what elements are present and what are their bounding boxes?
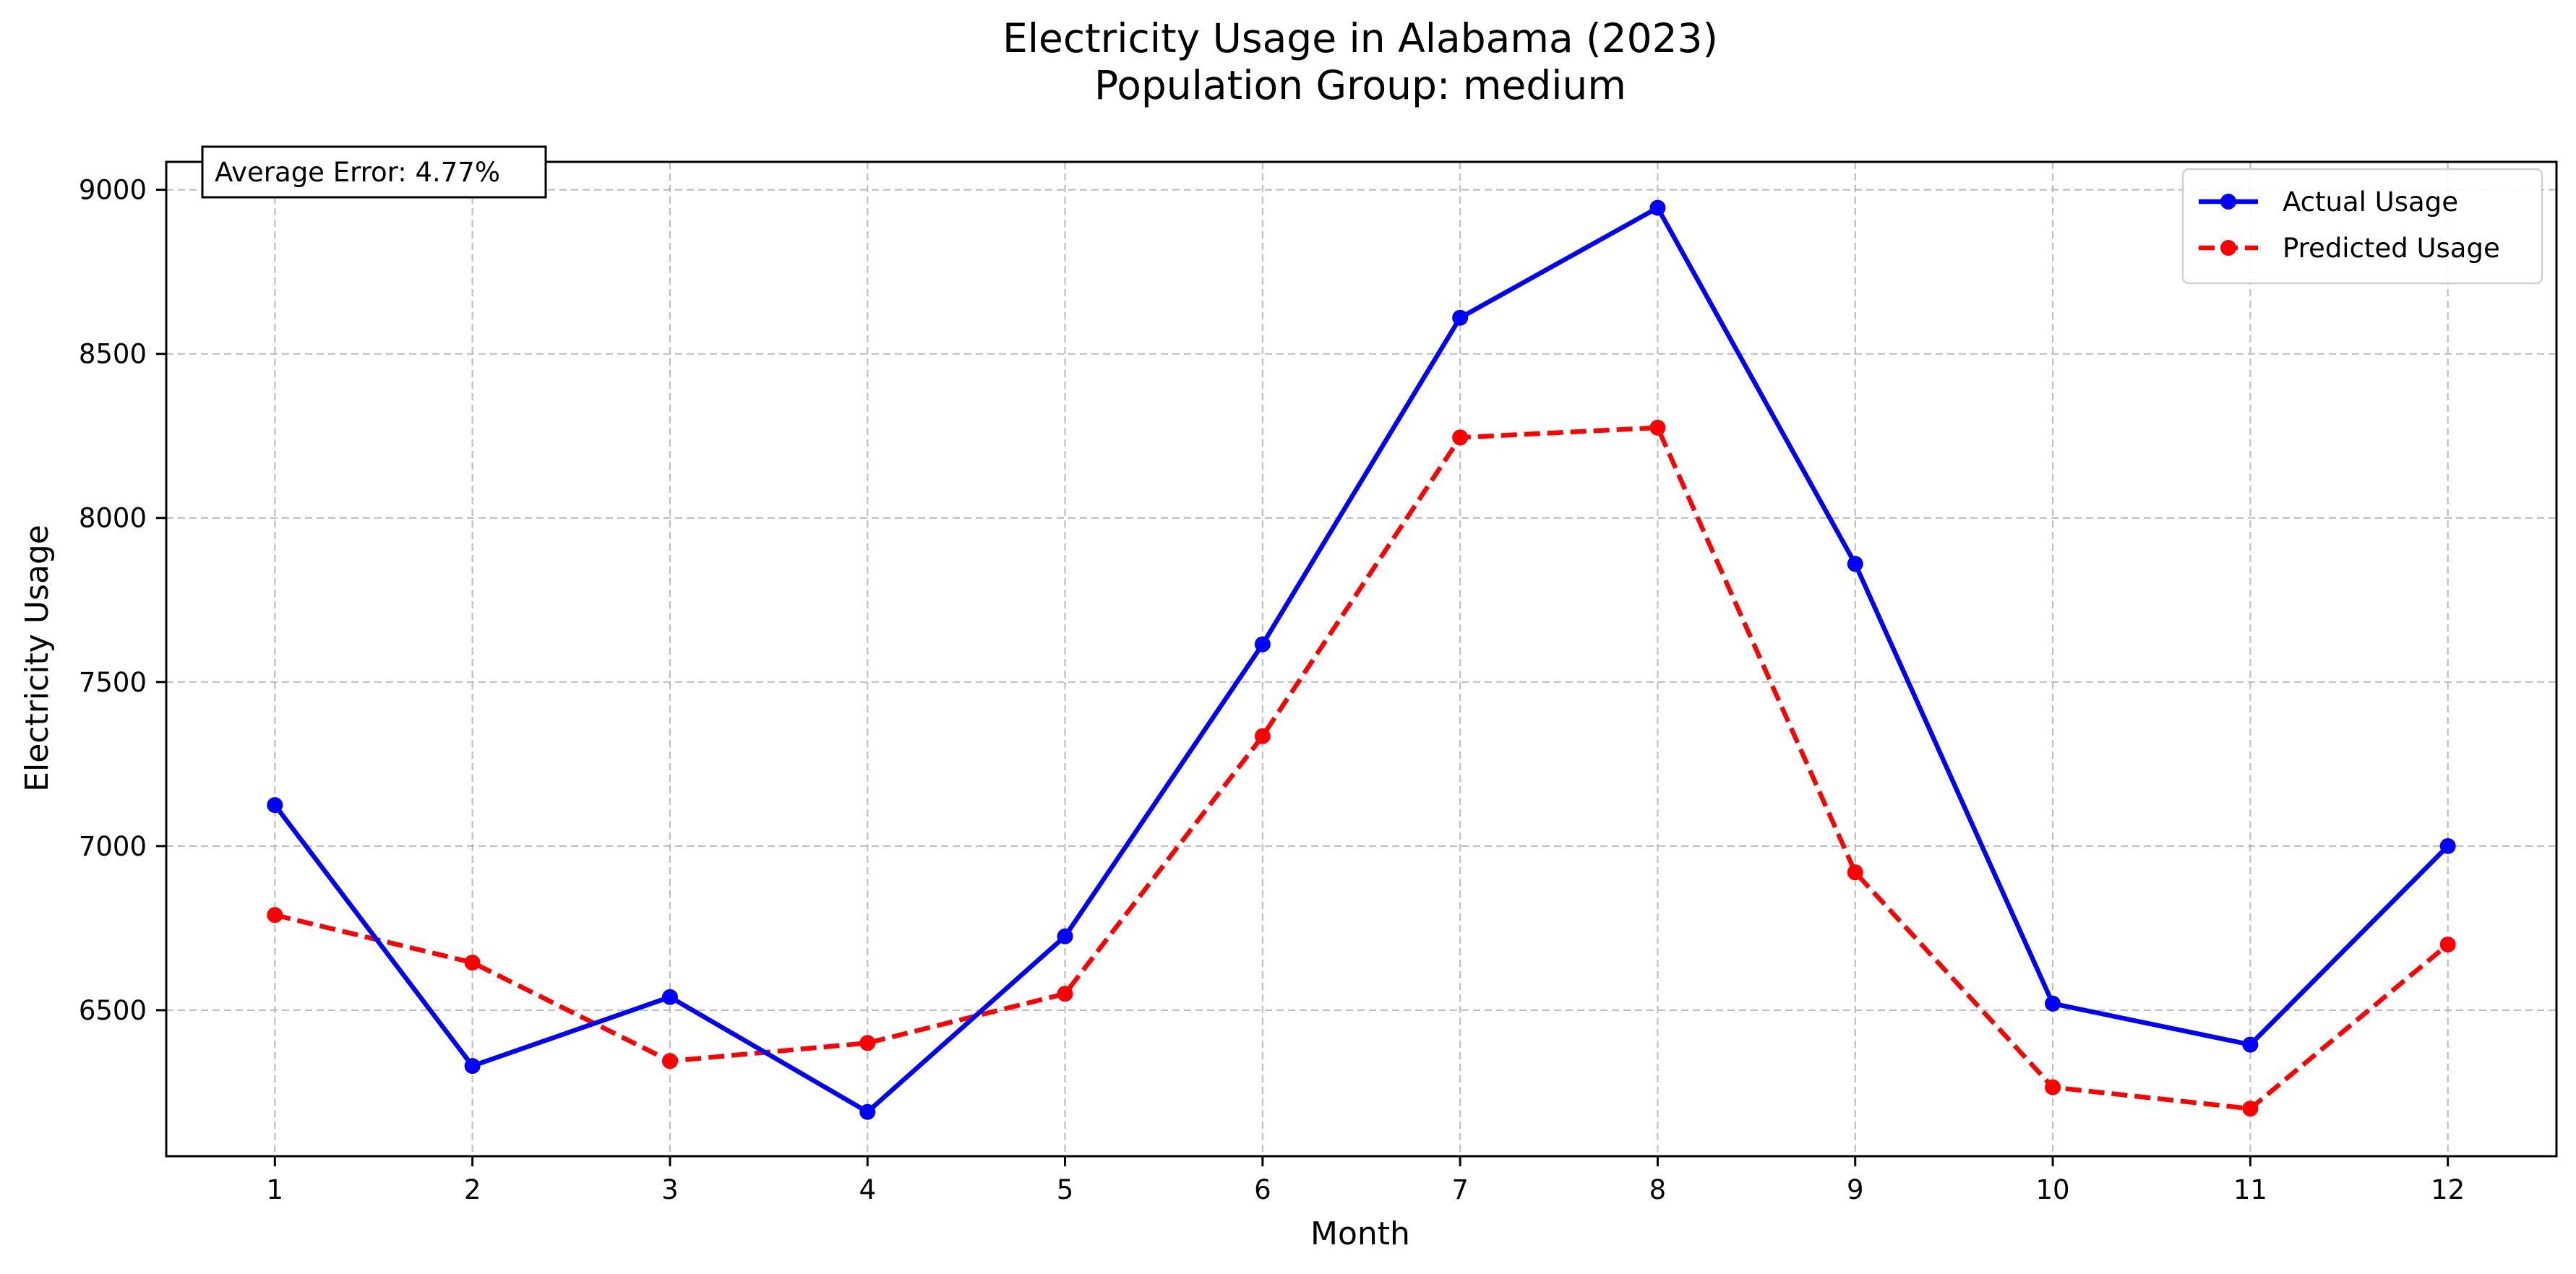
x-tick-label: 1 bbox=[267, 1174, 284, 1205]
actual-usage-point bbox=[1649, 199, 1666, 216]
predicted-usage-point bbox=[1847, 864, 1863, 881]
chart-subtitle: Population Group: medium bbox=[1094, 62, 1626, 108]
actual-usage-point bbox=[1057, 928, 1073, 944]
x-tick-label: 9 bbox=[1847, 1174, 1864, 1205]
y-tick-label: 6500 bbox=[79, 995, 147, 1026]
predicted-usage-point bbox=[2242, 1101, 2259, 1117]
legend: Actual Usage Predicted Usage bbox=[2181, 168, 2543, 285]
legend-actual-marker bbox=[2220, 194, 2236, 210]
predicted-usage-point bbox=[1254, 728, 1271, 744]
predicted-usage-line bbox=[274, 425, 2450, 1111]
x-tick-label: 6 bbox=[1254, 1174, 1271, 1205]
actual-usage-line bbox=[272, 205, 2450, 1114]
annotation-box bbox=[201, 145, 547, 199]
x-tick-label: 11 bbox=[2233, 1174, 2267, 1205]
plot-frame bbox=[165, 160, 2558, 1158]
x-tick-label: 10 bbox=[2036, 1174, 2070, 1205]
annotation-text: Average Error: 4.77% bbox=[215, 157, 500, 188]
x-tick-label: 7 bbox=[1451, 1174, 1469, 1205]
legend-predicted-label: Predicted Usage bbox=[2283, 233, 2500, 264]
y-axis-label: Electricity Usage bbox=[19, 525, 56, 792]
actual-usage-point bbox=[1847, 556, 1863, 572]
predicted-usage-point bbox=[859, 1035, 876, 1051]
predicted-usage-point bbox=[1649, 419, 1666, 436]
actual-usage-point bbox=[464, 1058, 481, 1075]
chart-title: Electricity Usage in Alabama (2023) bbox=[1003, 15, 1718, 61]
legend-predicted-marker bbox=[2220, 240, 2236, 256]
actual-usage-point bbox=[661, 989, 678, 1005]
x-tick-label: 12 bbox=[2431, 1174, 2465, 1205]
average-error-annotation: Average Error: 4.77% bbox=[201, 145, 547, 199]
x-tick-label: 5 bbox=[1057, 1174, 1074, 1205]
x-tick-label: 2 bbox=[464, 1174, 481, 1205]
x-axis-label: Month bbox=[1310, 1215, 1410, 1252]
actual-usage-point bbox=[2242, 1036, 2259, 1053]
x-tick-label: 4 bbox=[859, 1174, 876, 1205]
legend-actual-label: Actual Usage bbox=[2283, 186, 2458, 218]
actual-usage-point bbox=[2439, 838, 2456, 854]
y-tick-label: 9000 bbox=[79, 175, 147, 206]
y-tick-label: 8500 bbox=[79, 339, 147, 370]
x-tick-label: 8 bbox=[1649, 1174, 1667, 1205]
actual-usage-point bbox=[859, 1103, 876, 1120]
predicted-usage-point bbox=[2439, 937, 2456, 953]
actual-usage-point bbox=[2045, 995, 2061, 1012]
actual-usage-point bbox=[1254, 636, 1271, 653]
predicted-usage-point bbox=[1057, 986, 1073, 1002]
predicted-usage-point bbox=[464, 955, 481, 971]
predicted-usage-point bbox=[1452, 429, 1469, 446]
y-tick-label: 7000 bbox=[79, 831, 147, 862]
actual-usage-point bbox=[1452, 309, 1469, 326]
actual-usage-point bbox=[267, 797, 283, 814]
predicted-usage-point bbox=[267, 907, 283, 924]
y-tick-label: 7500 bbox=[79, 667, 147, 698]
legend-box bbox=[2181, 168, 2543, 285]
x-tick-label: 3 bbox=[661, 1174, 679, 1205]
y-tick-label: 8000 bbox=[79, 503, 147, 534]
series-layer bbox=[267, 199, 2456, 1120]
predicted-usage-point bbox=[661, 1053, 678, 1069]
predicted-usage-point bbox=[2045, 1079, 2061, 1096]
